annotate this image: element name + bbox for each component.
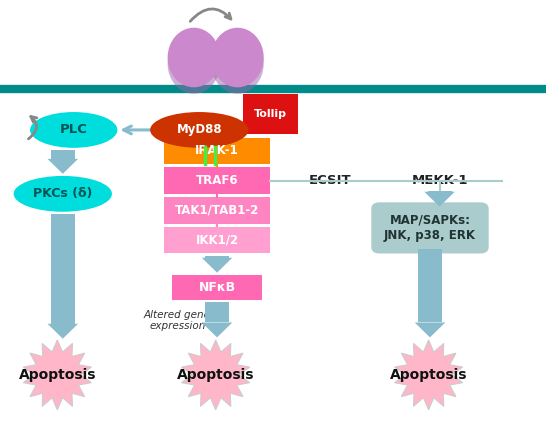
Text: Apoptosis: Apoptosis [390, 368, 467, 382]
Polygon shape [395, 340, 462, 410]
Polygon shape [48, 159, 78, 174]
FancyBboxPatch shape [164, 138, 270, 164]
Polygon shape [48, 324, 78, 339]
Polygon shape [205, 302, 229, 322]
Polygon shape [205, 256, 229, 258]
Text: Altered gene
expression: Altered gene expression [144, 310, 211, 331]
Text: PLC: PLC [60, 124, 88, 136]
Text: ECSIT: ECSIT [309, 174, 352, 187]
Ellipse shape [30, 112, 117, 148]
Text: TRAF6: TRAF6 [195, 174, 239, 187]
FancyBboxPatch shape [172, 275, 262, 300]
Polygon shape [23, 340, 91, 410]
Text: TAK1/TAB1-2: TAK1/TAB1-2 [175, 204, 259, 217]
Text: IKK1/2: IKK1/2 [195, 234, 239, 247]
Text: PKCs (δ): PKCs (δ) [33, 187, 92, 200]
FancyBboxPatch shape [243, 94, 298, 134]
Polygon shape [424, 192, 455, 207]
Polygon shape [202, 258, 233, 273]
Polygon shape [182, 340, 250, 410]
Text: MEKK-1: MEKK-1 [411, 174, 468, 187]
Ellipse shape [211, 28, 264, 87]
Text: NFκB: NFκB [199, 281, 235, 294]
Ellipse shape [14, 176, 112, 212]
FancyBboxPatch shape [164, 227, 270, 253]
Text: IRAK-1: IRAK-1 [195, 144, 239, 157]
Text: Tollip: Tollip [254, 109, 287, 119]
Text: MAP/SAPKs:
JNK, p38, ERK: MAP/SAPKs: JNK, p38, ERK [384, 214, 476, 242]
Polygon shape [415, 322, 446, 337]
Text: Apoptosis: Apoptosis [177, 368, 254, 382]
Polygon shape [202, 322, 233, 337]
Text: Apoptosis: Apoptosis [19, 368, 96, 382]
Ellipse shape [150, 112, 248, 148]
FancyBboxPatch shape [164, 197, 270, 224]
Polygon shape [418, 249, 442, 322]
FancyBboxPatch shape [371, 202, 489, 253]
Polygon shape [51, 150, 75, 159]
Text: MyD88: MyD88 [176, 124, 222, 136]
Polygon shape [51, 214, 75, 324]
Ellipse shape [168, 34, 220, 94]
Ellipse shape [211, 34, 264, 94]
Ellipse shape [168, 28, 220, 87]
FancyBboxPatch shape [164, 167, 270, 194]
